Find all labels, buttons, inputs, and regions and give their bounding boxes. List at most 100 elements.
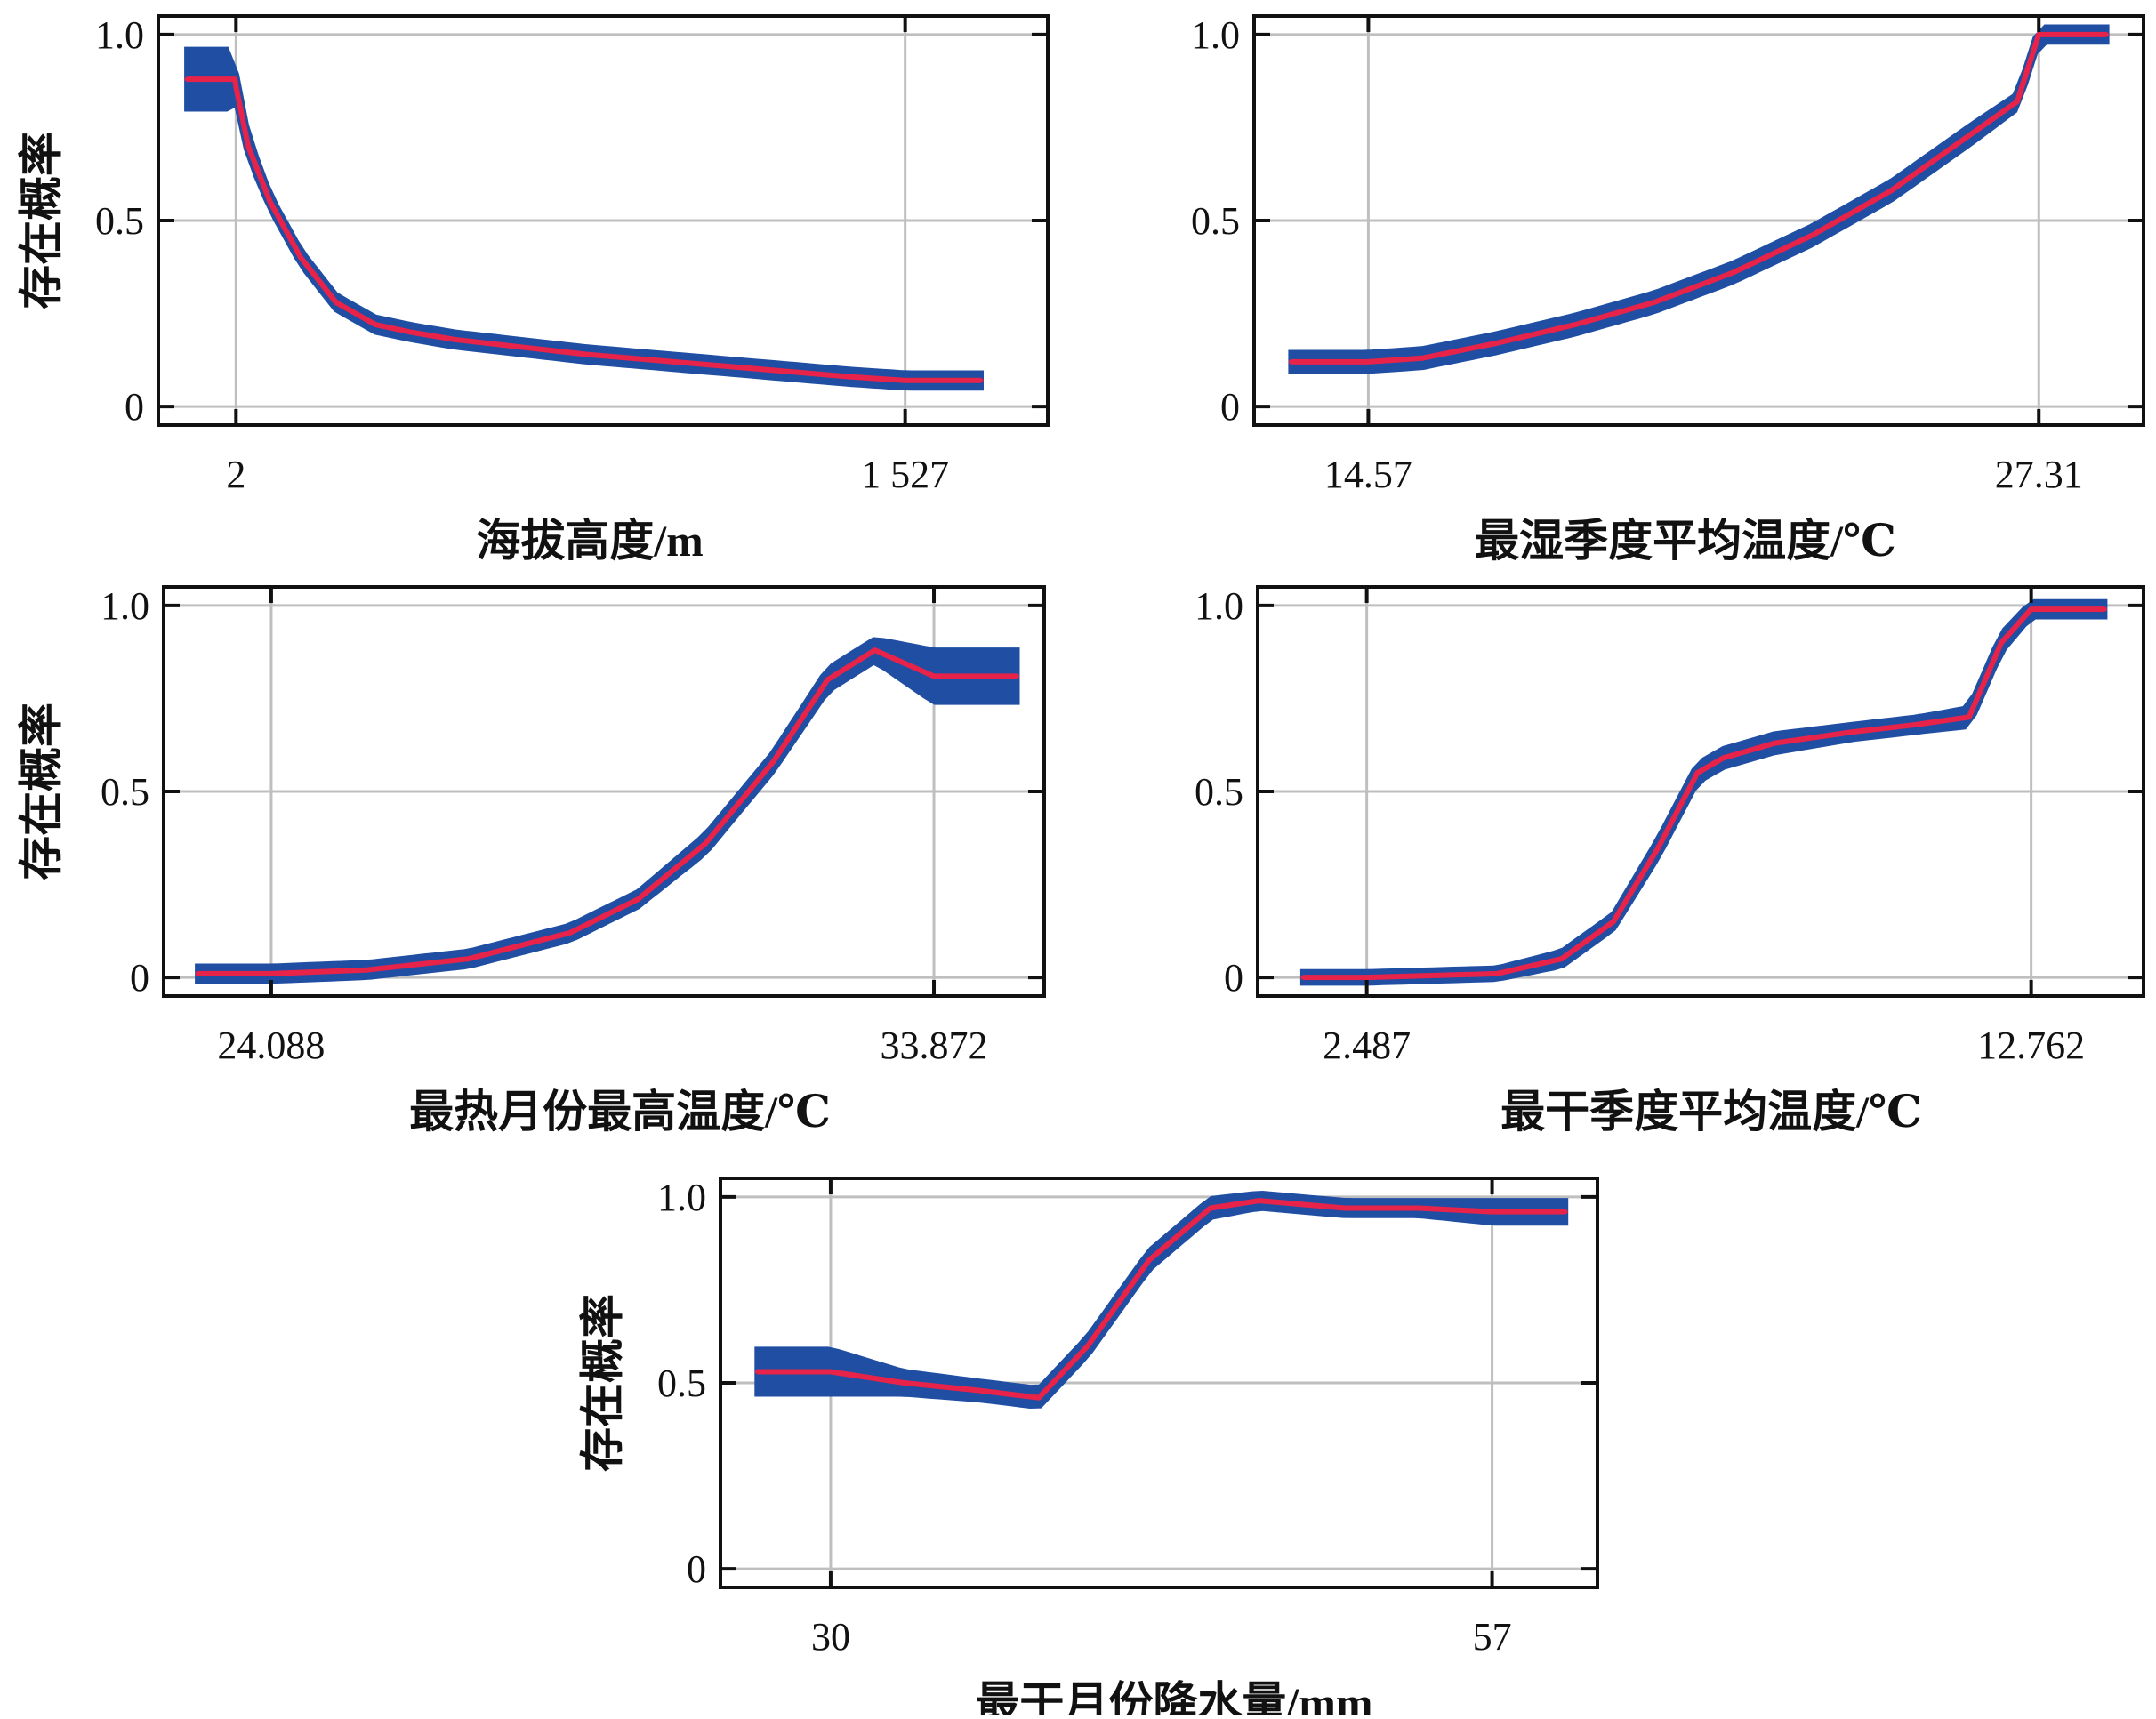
data-point [1036, 1395, 1042, 1401]
x-axis-title: 海拔高度/m [476, 516, 704, 566]
data-point [1888, 189, 1894, 194]
data-point [1490, 1209, 1495, 1215]
confidence-band [1299, 598, 2108, 986]
chart-panel-1: 0 0.5 1.0 2 1 527 海拔高度/m 存在概率 [16, 13, 1050, 566]
x-axis-title: 最湿季度平均温度/℃ [1475, 516, 1896, 566]
data-point [635, 896, 640, 902]
data-point [902, 1380, 907, 1386]
x-tick-label: 1 527 [861, 453, 949, 496]
confidence-band [195, 637, 1020, 984]
data-point [232, 76, 237, 82]
chart-panel-5: 0 0.5 1.0 30 57 最干月份降水量/mm 存在概率 [577, 1176, 1599, 1719]
x-axis-title: 最热月份最高温度/℃ [409, 1087, 831, 1137]
data-point [1493, 341, 1499, 346]
response-line [187, 76, 981, 383]
data-point [1809, 233, 1814, 238]
data-point [583, 352, 589, 357]
data-point [1694, 770, 1700, 775]
data-point [903, 378, 908, 383]
data-point [452, 337, 457, 342]
data-point [1652, 300, 1657, 305]
data-point [1656, 845, 1661, 850]
y-tick-label: 0 [1224, 956, 1243, 1000]
chart-panel-4: 0 0.5 1.0 2.487 12.762 最干季度平均温度/℃ [1195, 584, 2145, 1137]
data-point [703, 841, 708, 847]
data-point [828, 1369, 833, 1374]
data-point [1420, 356, 1425, 361]
data-point [873, 647, 878, 653]
x-axis-title: 最干月份降水量/mm [975, 1678, 1372, 1715]
y-tick-label: 0.5 [101, 770, 149, 814]
data-point [1416, 1205, 1421, 1210]
y-tick-label: 0 [125, 385, 144, 429]
data-point [1365, 359, 1371, 365]
data-point [1015, 673, 1020, 679]
chart-panel-3: 0 0.5 1.0 24.088 33.872 最热月份最高温度/℃ 存在概率 [16, 584, 1046, 1137]
data-point [1967, 133, 1973, 138]
data-point [847, 374, 852, 380]
y-tick-label: 0.5 [1191, 199, 1240, 243]
data-point [931, 673, 937, 679]
data-point [1085, 1343, 1090, 1348]
data-point [1850, 729, 1855, 735]
x-tick-label: 30 [811, 1615, 850, 1659]
data-point [1342, 1205, 1348, 1210]
x-tick-label: 2.487 [1323, 1024, 1411, 1067]
confidence-band [1288, 24, 2110, 374]
data-point [1720, 755, 1726, 760]
response-line [1291, 31, 2107, 365]
y-tick-label: 0.5 [1195, 770, 1243, 814]
confidence-band [754, 1190, 1569, 1410]
data-point [1559, 956, 1565, 961]
data-point [978, 378, 984, 383]
y-tick-label: 0 [687, 1547, 706, 1591]
y-tick-label: 0 [130, 956, 149, 1000]
y-tick-label: 1.0 [1195, 584, 1243, 628]
data-point [1257, 1198, 1262, 1203]
data-point [195, 971, 200, 976]
data-point [1300, 975, 1306, 980]
data-point [2104, 32, 2110, 37]
data-point [245, 143, 251, 149]
data-point [759, 366, 764, 372]
data-point [2036, 32, 2041, 37]
data-point [825, 678, 830, 683]
x-axis-title: 最干季度平均温度/℃ [1500, 1087, 1922, 1137]
response-line [1302, 606, 2105, 981]
data-point [408, 329, 414, 334]
data-point [1288, 359, 1293, 365]
y-tick-label: 1.0 [1191, 13, 1240, 57]
data-point [298, 255, 303, 261]
data-point [184, 76, 189, 82]
data-point [770, 759, 776, 765]
data-point [268, 199, 273, 205]
data-point [1915, 722, 1920, 727]
chart-panel-2: 0 0.5 1.0 14.57 27.31 最湿季度平均温度/℃ [1191, 13, 2145, 566]
y-tick-label: 0 [1220, 385, 1240, 429]
y-axis-title: 存在概率 [16, 703, 66, 880]
data-point [1611, 919, 1616, 924]
data-point [1364, 975, 1370, 980]
data-point [334, 300, 339, 305]
data-point [364, 968, 369, 973]
x-tick-label: 57 [1473, 1615, 1512, 1659]
x-tick-label: 27.31 [1995, 453, 2083, 496]
data-point [1967, 714, 1972, 719]
x-tick-label: 33.872 [881, 1024, 988, 1067]
y-tick-label: 0.5 [95, 199, 144, 243]
data-point [466, 956, 471, 961]
y-tick-label: 1.0 [101, 584, 149, 628]
data-point [567, 930, 573, 936]
data-point [1999, 640, 2004, 646]
data-point [1573, 322, 1578, 327]
data-point [754, 1369, 760, 1374]
x-tick-label: 24.088 [217, 1024, 325, 1067]
data-point [1730, 270, 1735, 276]
data-point [2102, 606, 2107, 612]
data-point [975, 1387, 980, 1393]
data-point [233, 84, 238, 89]
data-point [1208, 1205, 1213, 1210]
y-axis-title: 存在概率 [577, 1294, 627, 1472]
